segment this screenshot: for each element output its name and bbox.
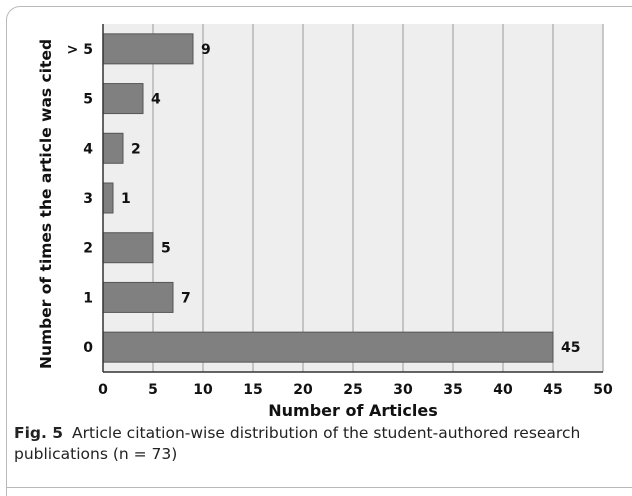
x-tick-label: 5 bbox=[148, 382, 158, 398]
figure-frame bbox=[6, 6, 632, 496]
bar bbox=[102, 232, 154, 264]
grid-lines bbox=[152, 24, 604, 372]
x-tick-label: 15 bbox=[243, 382, 262, 398]
x-tick-label: 10 bbox=[193, 382, 213, 398]
data-label: 45 bbox=[561, 340, 580, 356]
figure-label: Fig. 5 bbox=[14, 424, 64, 442]
x-tick-label: 20 bbox=[293, 382, 313, 398]
data-label: 1 bbox=[121, 191, 131, 207]
bar bbox=[102, 331, 554, 363]
bar bbox=[102, 83, 144, 115]
x-tick-label: 35 bbox=[443, 382, 462, 398]
y-tick-label: 1 bbox=[83, 290, 93, 306]
y-tick-label: 0 bbox=[83, 340, 93, 356]
caption-text: Article citation-wise distribution of th… bbox=[14, 424, 581, 463]
bar bbox=[102, 281, 174, 313]
x-tick-label: 0 bbox=[98, 382, 108, 398]
x-tick-label: 30 bbox=[393, 382, 413, 398]
bar bbox=[102, 132, 124, 164]
x-tick-label: 40 bbox=[493, 382, 513, 398]
bar bbox=[102, 33, 194, 65]
y-tick-label: 2 bbox=[83, 241, 93, 257]
x-tick-label: 45 bbox=[543, 382, 562, 398]
data-label: 9 bbox=[201, 42, 211, 58]
x-axis-title: Number of Articles bbox=[268, 401, 438, 420]
y-tick-label: 5 bbox=[83, 92, 93, 108]
data-label: 5 bbox=[161, 241, 171, 257]
bar bbox=[102, 182, 114, 214]
data-label: 4 bbox=[151, 92, 161, 108]
y-tick-label: 4 bbox=[83, 141, 93, 157]
data-label: 7 bbox=[181, 290, 191, 306]
x-tick-label: 50 bbox=[593, 382, 613, 398]
y-axis-title: Number of times the article was cited bbox=[37, 39, 55, 369]
figure-caption: Fig. 5 Article citation-wise distributio… bbox=[14, 423, 614, 465]
x-tick-label: 25 bbox=[343, 382, 362, 398]
data-label: 2 bbox=[131, 141, 141, 157]
y-tick-label: > 5 bbox=[67, 42, 93, 58]
bottom-rule bbox=[6, 487, 632, 488]
y-tick-label: 3 bbox=[83, 191, 93, 207]
